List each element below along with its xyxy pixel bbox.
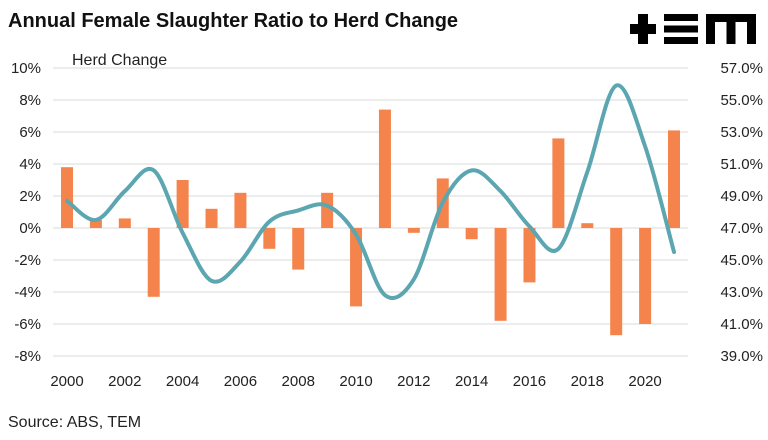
x-tick-label: 2010 xyxy=(339,373,372,390)
left-tick-label: 8% xyxy=(19,92,41,109)
bar xyxy=(350,228,363,307)
bar xyxy=(407,228,420,233)
x-tick-label: 2016 xyxy=(513,373,546,390)
right-tick-label: 53.0% xyxy=(720,124,763,141)
right-tick-label: 41.0% xyxy=(720,316,763,333)
bar xyxy=(639,228,652,324)
x-tick-label: 2000 xyxy=(50,373,83,390)
tem-logo xyxy=(630,14,756,44)
right-tick-label: 47.0% xyxy=(720,220,763,237)
bar xyxy=(581,223,594,228)
left-tick-label: -8% xyxy=(14,348,41,365)
bar xyxy=(321,192,334,228)
x-tick-label: 2002 xyxy=(108,373,141,390)
left-tick-label: 2% xyxy=(19,188,41,205)
bar xyxy=(176,180,189,228)
left-axis-ticks: 10% 8% 6% 4% 2% 0% -2% -4% -6% -8% xyxy=(11,60,41,365)
bar-series xyxy=(61,109,680,336)
bar xyxy=(494,228,507,321)
bar xyxy=(147,228,160,297)
x-tick-label: 2006 xyxy=(224,373,257,390)
x-tick-label: 2004 xyxy=(166,373,199,390)
x-tick-label: 2020 xyxy=(628,373,661,390)
left-tick-label: 4% xyxy=(19,156,41,173)
right-tick-label: 57.0% xyxy=(720,60,763,77)
right-tick-label: 43.0% xyxy=(720,284,763,301)
right-axis-ticks: 57.0% 55.0% 53.0% 51.0% 49.0% 47.0% 45.0% 43.0%… xyxy=(720,60,763,365)
x-tick-label: 2018 xyxy=(571,373,604,390)
source-note: Source: ABS, TEM xyxy=(8,414,142,431)
chart-title: Annual Female Slaughter Ratio to Herd Ch… xyxy=(8,10,459,32)
x-tick-label: 2012 xyxy=(397,373,430,390)
bar xyxy=(263,228,276,249)
right-tick-label: 49.0% xyxy=(720,188,763,205)
right-tick-label: 55.0% xyxy=(720,92,763,109)
right-tick-label: 51.0% xyxy=(720,156,763,173)
line-series xyxy=(65,83,676,301)
bar xyxy=(668,130,680,228)
x-axis-ticks: 2000 2002 2004 2006 2008 2010 2012 2014 2016 2018… xyxy=(50,373,661,390)
left-tick-label: -2% xyxy=(14,252,41,269)
bar xyxy=(234,192,247,228)
right-tick-label: 45.0% xyxy=(720,252,763,269)
herd-change-label: Herd Change xyxy=(72,52,167,69)
x-tick-label: 2014 xyxy=(455,373,488,390)
bar xyxy=(465,228,478,240)
bar xyxy=(61,167,73,228)
gridlines xyxy=(53,67,688,357)
bar xyxy=(118,218,131,228)
x-tick-label: 2008 xyxy=(282,373,315,390)
bar xyxy=(292,228,305,270)
bar xyxy=(523,228,536,283)
bar xyxy=(205,208,218,228)
left-tick-label: -6% xyxy=(14,316,41,333)
bar xyxy=(552,138,565,228)
ratio-line xyxy=(65,83,676,301)
left-tick-label: 10% xyxy=(11,60,41,77)
bar xyxy=(378,109,391,228)
left-tick-label: 0% xyxy=(19,220,41,237)
left-tick-label: -4% xyxy=(14,284,41,301)
bar xyxy=(89,220,102,228)
bar xyxy=(610,228,623,336)
right-tick-label: 39.0% xyxy=(720,348,763,365)
left-tick-label: 6% xyxy=(19,124,41,141)
